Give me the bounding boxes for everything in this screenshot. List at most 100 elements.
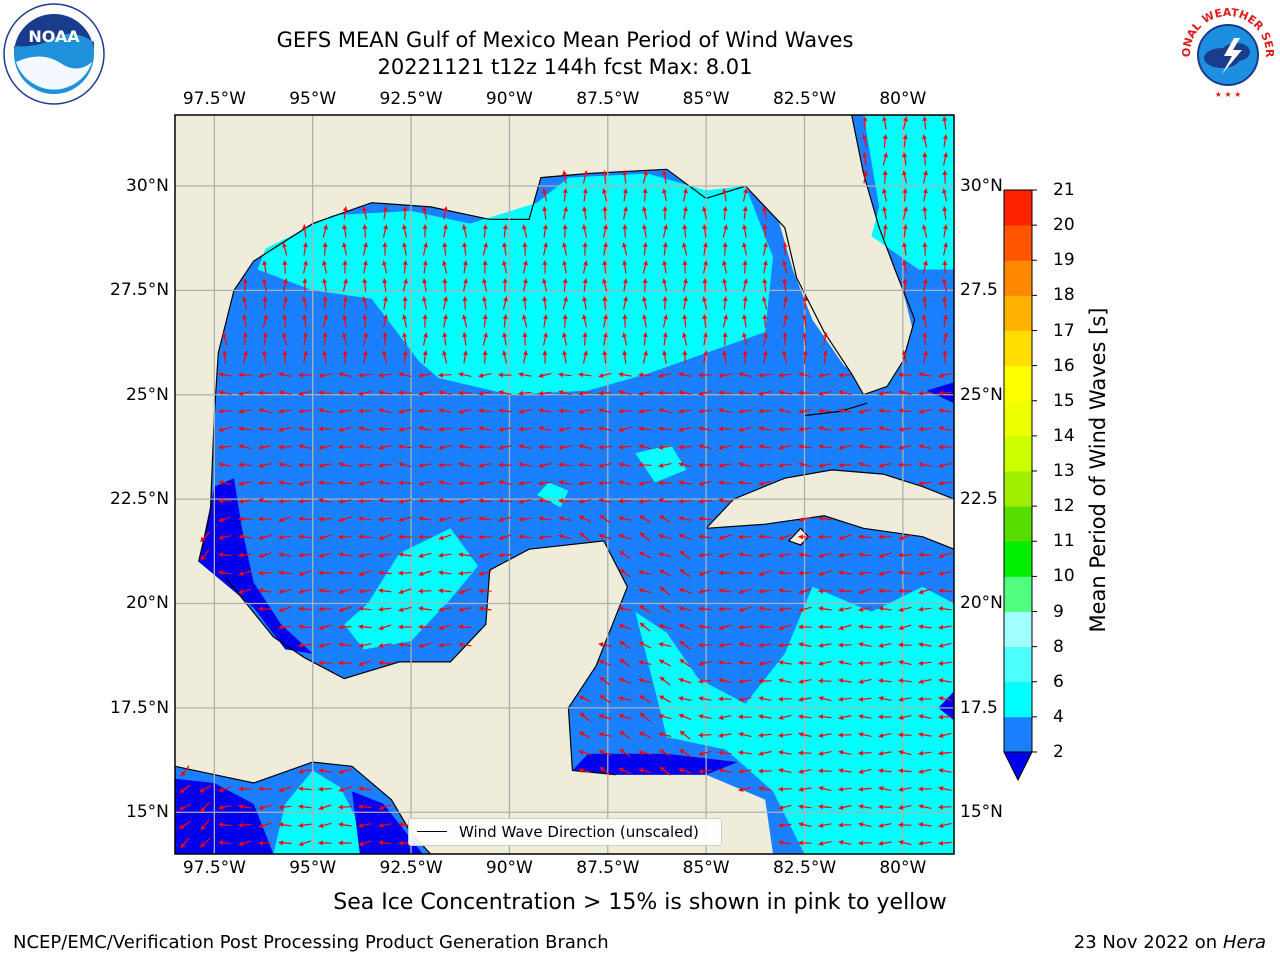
wave-direction-arrowhead — [598, 408, 604, 413]
wave-direction-arrowhead — [422, 350, 428, 356]
wave-direction-arrowhead — [318, 643, 324, 649]
lon-tick-bottom-2: 92.5°W — [379, 858, 443, 878]
wave-direction-arrowhead — [438, 390, 444, 395]
wave-direction-arrowhead — [858, 534, 863, 540]
wave-direction-arrowhead — [778, 660, 784, 666]
wave-direction-arrowhead — [218, 444, 224, 450]
wave-direction-arrowhead — [938, 480, 944, 486]
wave-direction-arrowhead — [858, 642, 864, 647]
wave-direction-arrowhead — [318, 570, 323, 576]
wave-direction-arrowhead — [722, 242, 728, 247]
wave-direction-arrowhead — [638, 677, 644, 683]
wave-direction-arrowhead — [658, 373, 664, 378]
wave-direction-arrowhead — [838, 535, 844, 541]
wave-direction-arrowhead — [878, 840, 884, 846]
wave-direction-arrowhead — [298, 642, 304, 648]
wave-direction-arrowhead — [798, 589, 804, 595]
wave-direction-arrowhead — [882, 206, 888, 212]
wave-direction-arrowhead — [318, 660, 323, 666]
wave-direction-arrowhead — [282, 350, 288, 355]
lat-tick-right-2: 20°N — [960, 593, 1003, 614]
wave-direction-arrowhead — [638, 481, 644, 486]
wave-direction-arrowhead — [338, 390, 344, 396]
wave-direction-arrowhead — [398, 840, 403, 846]
wave-direction-arrowhead — [698, 606, 703, 612]
wave-direction-arrowhead — [698, 768, 704, 774]
wave-direction-arrowhead — [338, 822, 344, 828]
wave-direction-arrowhead — [918, 642, 924, 648]
wave-direction-arrowhead — [398, 372, 404, 377]
wave-direction-arrowhead — [238, 822, 243, 828]
wave-direction-arrowhead — [558, 462, 564, 468]
wave-direction-arrowhead — [318, 606, 323, 612]
wave-direction-arrowhead — [662, 242, 668, 248]
wave-direction-arrowhead — [938, 624, 944, 630]
wave-direction-arrowhead — [878, 714, 883, 720]
wave-direction-arrowhead — [762, 242, 768, 248]
wave-period-4-6s-region-6 — [635, 444, 687, 483]
wave-direction-arrowhead — [483, 242, 488, 248]
wave-direction-arrowhead — [442, 332, 448, 338]
wave-direction-arrowhead — [398, 552, 404, 558]
wave-direction-arrowhead — [658, 390, 663, 396]
wave-direction-arrowhead — [562, 278, 568, 284]
wave-direction-arrowhead — [878, 804, 883, 810]
wave-direction-arrowhead — [922, 116, 928, 121]
wave-direction-arrowhead — [358, 588, 364, 594]
wave-direction-arrowhead — [598, 732, 604, 738]
wave-direction-arrowhead — [298, 462, 303, 468]
wave-direction-arrowhead — [358, 804, 363, 810]
svg-text:NOAA: NOAA — [28, 27, 80, 46]
wave-direction-arrowhead — [342, 332, 347, 338]
wave-direction-arrowhead — [538, 534, 544, 540]
wave-direction-arrowhead — [658, 533, 664, 539]
wave-direction-arrowhead — [938, 786, 944, 792]
wave-direction-arrowhead — [838, 696, 844, 702]
wave-direction-arrowhead — [378, 805, 384, 811]
wave-direction-arrowhead — [362, 242, 368, 248]
wave-direction-arrowhead — [639, 622, 645, 628]
wave-direction-arrowhead — [878, 643, 884, 648]
wave-direction-arrowhead — [418, 426, 424, 431]
wave-direction-arrowhead — [902, 224, 908, 230]
wave-direction-arrowhead — [498, 372, 503, 378]
wave-direction-arrowhead — [778, 426, 783, 432]
map-legend: Wind Wave Direction (unscaled) — [408, 818, 722, 846]
wave-direction-arrowhead — [278, 804, 284, 810]
wave-direction-arrowhead — [478, 390, 484, 396]
wave-direction-arrowhead — [542, 296, 548, 302]
wave-direction-arrowhead — [278, 517, 284, 523]
wave-direction-arrowhead — [742, 332, 747, 338]
wave-direction-arrowhead — [382, 206, 388, 212]
wave-direction-arrowhead — [758, 372, 764, 378]
wave-direction-arrowhead — [338, 408, 344, 414]
wave-direction-arrowhead — [782, 260, 787, 266]
wave-direction-arrowhead — [462, 314, 467, 320]
wave-direction-arrowhead — [618, 462, 624, 468]
wave-direction-arrowhead — [818, 462, 824, 468]
wave-direction-arrowhead — [418, 462, 424, 468]
wave-direction-arrowhead — [942, 278, 947, 284]
wave-direction-arrowhead — [858, 786, 863, 792]
wave-direction-arrowhead — [258, 498, 264, 503]
chart-subtitle: 20221121 t12z 144h fcst Max: 8.01 — [377, 55, 753, 79]
wave-direction-arrowhead — [662, 260, 668, 266]
wave-direction-arrowhead — [238, 372, 243, 378]
wave-direction-arrowhead — [578, 444, 584, 449]
wave-direction-arrowhead — [398, 607, 404, 613]
wave-direction-arrowhead — [682, 242, 687, 248]
wave-direction-arrowhead — [583, 350, 588, 356]
wave-period-4-6s-region-2 — [635, 586, 954, 854]
wave-direction-arrowhead — [798, 426, 804, 432]
wave-direction-arrowhead — [818, 750, 824, 756]
wave-direction-arrowhead — [258, 823, 264, 829]
map-plot-area — [175, 115, 954, 854]
wave-direction-arrowhead — [798, 570, 803, 576]
wave-direction-arrowhead — [762, 206, 767, 212]
wave-direction-arrowhead — [923, 350, 928, 356]
wave-direction-arrowhead — [658, 642, 664, 647]
wave-direction-arrowhead — [618, 606, 624, 612]
wave-direction-arrowhead — [423, 332, 428, 338]
wave-direction-arrowhead — [898, 372, 903, 378]
wave-direction-arrowhead — [838, 372, 843, 378]
